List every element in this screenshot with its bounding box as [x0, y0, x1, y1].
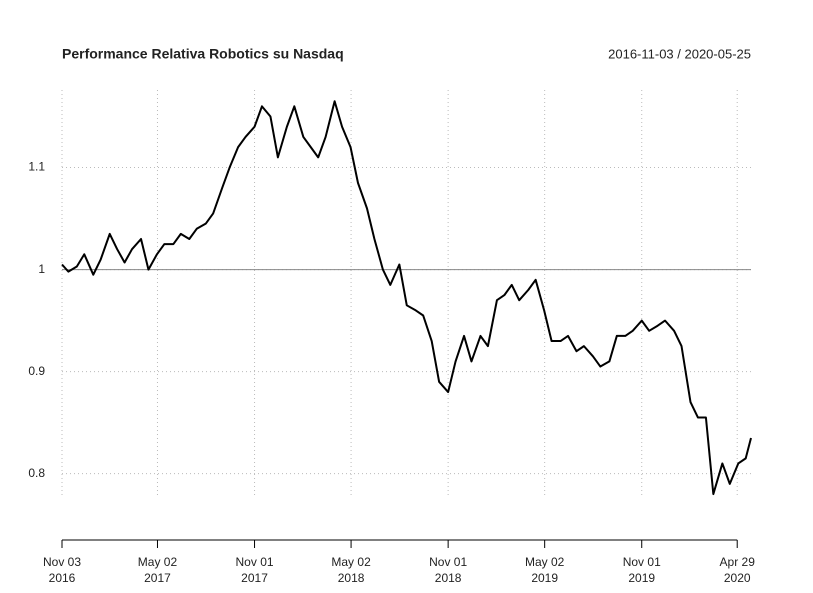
x-tick-label: May 02 — [138, 555, 178, 569]
x-tick-label: Nov 03 — [43, 555, 81, 569]
x-tick-label: 2020 — [724, 571, 751, 585]
x-tick-label: 2017 — [241, 571, 268, 585]
x-tick-label: 2016 — [49, 571, 76, 585]
x-tick-label: 2017 — [144, 571, 171, 585]
x-tick-label: 2018 — [435, 571, 462, 585]
x-tick-label: May 02 — [331, 555, 371, 569]
x-tick-label: Nov 01 — [236, 555, 274, 569]
x-tick-label: Apr 29 — [720, 555, 756, 569]
y-tick-label: 1 — [38, 262, 45, 276]
y-tick-label: 0.8 — [28, 466, 45, 480]
y-tick-label: 0.9 — [28, 364, 45, 378]
x-tick-label: 2019 — [531, 571, 558, 585]
chart-subtitle: 2016-11-03 / 2020-05-25 — [608, 46, 751, 61]
y-tick-label: 1.1 — [28, 160, 45, 174]
x-tick-label: 2019 — [628, 571, 655, 585]
data-line — [61, 100, 752, 496]
x-tick-label: Nov 01 — [623, 555, 661, 569]
chart-title: Performance Relativa Robotics su Nasdaq — [62, 46, 344, 62]
x-tick-label: 2018 — [338, 571, 365, 585]
x-tick-label: May 02 — [525, 555, 565, 569]
x-tick-label: Nov 01 — [429, 555, 467, 569]
